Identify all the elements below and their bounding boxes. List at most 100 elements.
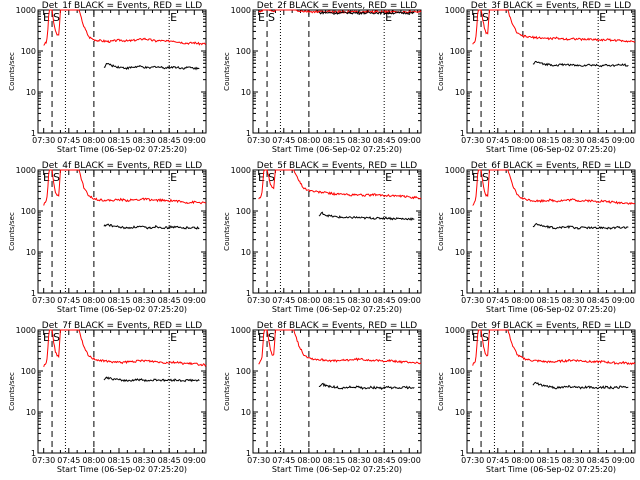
panel-title: Det_3f BLACK = Events, RED = LLD: [471, 1, 631, 11]
event-marker-label: E: [43, 331, 50, 344]
panel-7: Det_7f BLACK = Events, RED = LLD 1 10 100 10…: [8, 321, 207, 474]
panel-9: Det_9f BLACK = Events, RED = LLD 1 10 100 10…: [437, 321, 636, 474]
plot-frame: [252, 9, 422, 134]
x-axis-label: Start Time (06-Sep-02 07:25:20): [272, 465, 402, 474]
y-axis-label: Counts/sec: [223, 52, 231, 91]
panel-title: Det_6f BLACK = Events, RED = LLD: [471, 161, 631, 171]
y-tick-label: 100: [236, 47, 251, 56]
x-tick-label: 08:30: [348, 136, 371, 145]
x-axis-label: Start Time (06-Sep-02 07:25:20): [272, 305, 402, 314]
events-series-line: [532, 60, 629, 68]
x-tick-label: 07:45: [272, 296, 295, 305]
y-tick-label: 1: [31, 129, 36, 138]
events-series-line: [103, 223, 200, 230]
x-axis-label: Start Time (06-Sep-02 07:25:20): [486, 145, 616, 154]
x-tick-label: 09:00: [183, 296, 206, 305]
x-tick-label: 07:45: [57, 296, 80, 305]
y-tick-label: 10: [26, 408, 36, 417]
events-series-line: [103, 376, 200, 383]
panel-6: Det_6f BLACK = Events, RED = LLD 1 10 100 10…: [437, 161, 636, 314]
x-tick-label: 08:00: [82, 456, 105, 465]
event-marker-label: E: [385, 11, 392, 24]
lld-series-line: [472, 329, 636, 366]
panel-title: Det_5f BLACK = Events, RED = LLD: [257, 161, 417, 171]
lld-series-line: [472, 169, 636, 206]
event-marker-label: E: [258, 171, 265, 184]
x-tick-label: 07:30: [461, 296, 484, 305]
y-tick-label: 100: [450, 367, 465, 376]
events-series-line: [532, 381, 629, 390]
event-marker-label: E: [599, 331, 606, 344]
y-tick-label: 1: [460, 449, 465, 458]
panel-8: Det_8f BLACK = Events, RED = LLD 1 10 100 10…: [223, 321, 422, 474]
x-axis-label: Start Time (06-Sep-02 07:25:20): [272, 145, 402, 154]
x-tick-label: 08:30: [562, 456, 585, 465]
panel-5: Det_5f BLACK = Events, RED = LLD 1 10 100 10…: [223, 161, 422, 314]
y-tick-label: 1000: [16, 166, 36, 175]
event-marker-label: E: [170, 171, 177, 184]
plot-frame: [37, 9, 207, 134]
x-tick-label: 08:00: [297, 296, 320, 305]
x-tick-label: 08:00: [82, 296, 105, 305]
y-tick-label: 10: [455, 248, 465, 257]
events-series-line: [532, 222, 629, 230]
x-axis-label: Start Time (06-Sep-02 07:25:20): [57, 305, 187, 314]
plot-frame: [37, 169, 207, 294]
y-tick-label: 100: [450, 47, 465, 56]
x-tick-label: 07:45: [486, 456, 509, 465]
y-tick-label: 1: [246, 129, 251, 138]
x-tick-label: 08:30: [133, 456, 156, 465]
event-marker-label: E: [385, 171, 392, 184]
y-axis-label: Counts/sec: [223, 212, 231, 251]
event-marker-label: E: [258, 331, 265, 344]
panel-1: Det_1f BLACK = Events, RED = LLD 1 10 100 10…: [8, 1, 207, 154]
x-tick-label: 08:45: [158, 456, 181, 465]
event-marker-label: E: [43, 11, 50, 24]
y-tick-label: 100: [236, 367, 251, 376]
y-tick-label: 1: [31, 289, 36, 298]
plot-frame: [466, 329, 636, 454]
x-tick-label: 08:45: [587, 136, 610, 145]
event-marker-label: E: [385, 331, 392, 344]
y-axis-label: Counts/sec: [8, 212, 16, 251]
x-tick-label: 08:00: [511, 136, 534, 145]
x-axis-label: Start Time (06-Sep-02 07:25:20): [486, 465, 616, 474]
x-tick-label: 07:30: [32, 456, 55, 465]
panel-title: Det_2f BLACK = Events, RED = LLD: [257, 1, 417, 11]
x-tick-label: 08:00: [297, 136, 320, 145]
y-axis-label: Counts/sec: [437, 372, 445, 411]
y-tick-label: 10: [26, 88, 36, 97]
x-tick-label: 07:45: [486, 136, 509, 145]
x-tick-label: 08:00: [297, 456, 320, 465]
y-tick-label: 1000: [231, 6, 251, 15]
panel-title: Det_4f BLACK = Events, RED = LLD: [42, 161, 202, 171]
panel-2: Det_2f BLACK = Events, RED = LLD 1 10 100 10…: [223, 1, 422, 154]
x-tick-label: 08:15: [536, 296, 559, 305]
y-tick-label: 1: [246, 289, 251, 298]
plot-frame: [466, 9, 636, 134]
y-tick-label: 10: [26, 248, 36, 257]
x-tick-label: 09:00: [398, 456, 421, 465]
x-tick-label: 08:00: [82, 136, 105, 145]
event-marker-label: S: [53, 331, 60, 344]
x-tick-label: 07:30: [461, 136, 484, 145]
y-tick-label: 1000: [231, 166, 251, 175]
events-series-line: [103, 62, 200, 71]
x-tick-label: 07:30: [247, 136, 270, 145]
x-tick-label: 08:45: [373, 296, 396, 305]
lld-series-line: [258, 329, 422, 365]
plot-frame: [252, 169, 422, 294]
y-tick-label: 100: [450, 207, 465, 216]
x-axis-label: Start Time (06-Sep-02 07:25:20): [486, 305, 616, 314]
plot-frame: [37, 329, 207, 454]
panel-title: Det_1f BLACK = Events, RED = LLD: [42, 1, 202, 11]
x-tick-label: 08:15: [536, 456, 559, 465]
x-tick-label: 08:45: [158, 136, 181, 145]
x-tick-label: 08:15: [107, 296, 130, 305]
y-tick-label: 10: [241, 248, 251, 257]
x-tick-label: 08:30: [348, 456, 371, 465]
x-tick-label: 08:30: [562, 136, 585, 145]
event-marker-label: S: [482, 11, 489, 24]
events-series-line: [318, 10, 415, 16]
